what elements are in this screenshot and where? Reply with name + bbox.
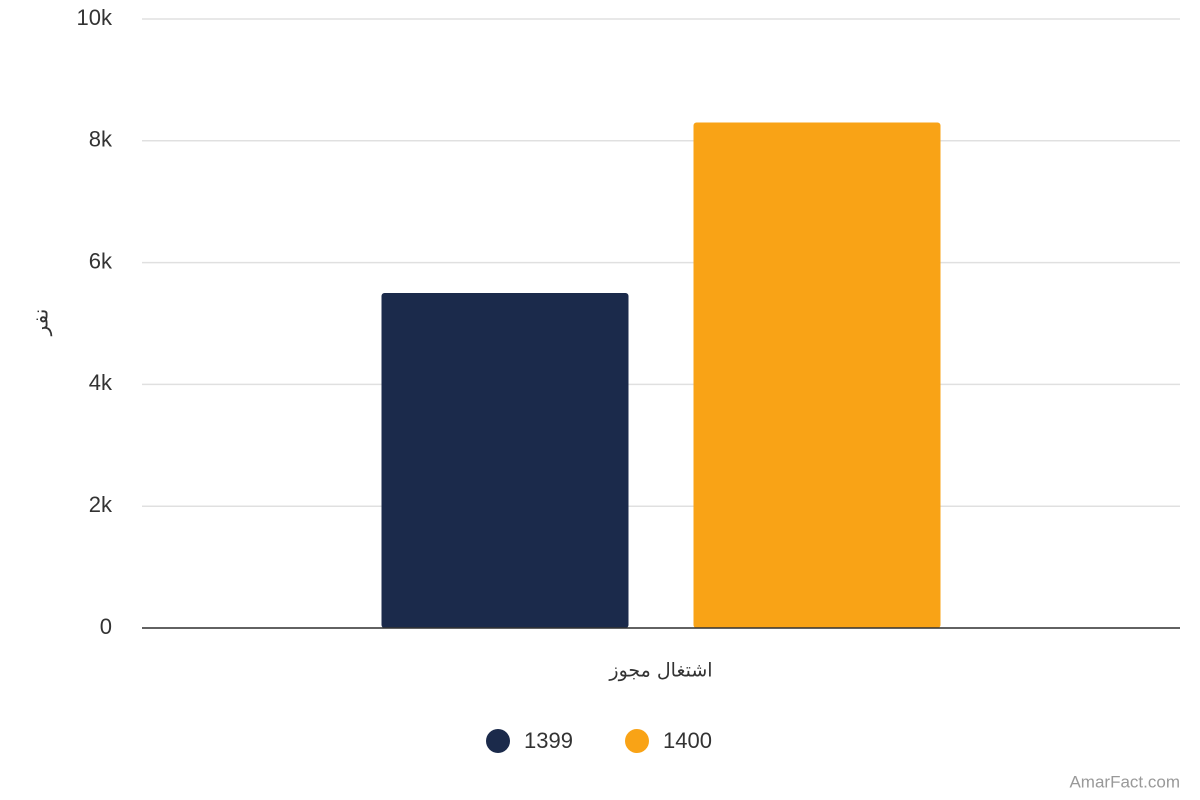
legend-marker xyxy=(486,729,510,753)
y-tick-label: 6k xyxy=(89,248,113,273)
y-axis-label: نفر xyxy=(29,309,53,337)
y-tick-label: 0 xyxy=(100,614,112,639)
y-tick-label: 2k xyxy=(89,492,113,517)
bar xyxy=(381,293,629,628)
credit: AmarFact.com xyxy=(1069,772,1180,791)
y-tick-label: 8k xyxy=(89,127,113,152)
bar xyxy=(693,122,941,628)
legend-label: 1400 xyxy=(663,728,712,753)
legend-marker xyxy=(625,729,649,753)
x-tick-label: اشتغال مجوز xyxy=(608,660,712,682)
y-tick-label: 4k xyxy=(89,370,113,395)
y-tick-label: 10k xyxy=(77,5,113,30)
legend-label: 1399 xyxy=(524,728,573,753)
